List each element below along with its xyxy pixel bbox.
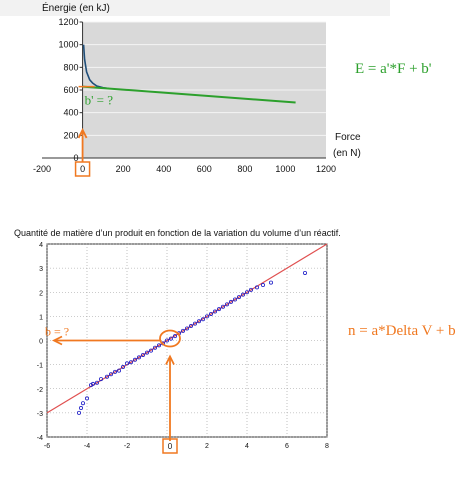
chart2-point xyxy=(192,321,197,326)
chart1-y-tick-label: 800 xyxy=(64,62,79,72)
chart2-point xyxy=(196,319,201,324)
chart2-equation: n = a*Delta V + b xyxy=(348,323,456,339)
chart2-point xyxy=(254,285,259,290)
chart2-point xyxy=(91,381,96,386)
chart2-point xyxy=(113,369,118,374)
chart2-arrowhead-up xyxy=(165,354,175,365)
chart2-point xyxy=(136,355,141,360)
chart2-y-tick-label: -1 xyxy=(37,363,43,370)
chart2-point xyxy=(168,336,173,341)
chart2-x-tick-label: -2 xyxy=(124,443,130,450)
chart2-point xyxy=(156,343,161,348)
chart2-point xyxy=(85,396,90,401)
chart2-y-tick-label: 4 xyxy=(39,242,43,249)
chart2-point xyxy=(81,401,86,406)
chart1-equation: E = a'*F + b' xyxy=(355,61,432,77)
chart2-point xyxy=(240,292,245,297)
chart1-y-tick-label: 1000 xyxy=(59,40,79,50)
chart2-point xyxy=(248,287,253,292)
chart1-y-tick-label: 600 xyxy=(64,85,79,95)
chart1-series-line xyxy=(82,85,296,104)
chart2-point xyxy=(232,297,237,302)
chart2-point xyxy=(220,304,225,309)
chart2-point xyxy=(109,372,114,377)
chart1-ylabel: Énergie (en kJ) xyxy=(42,1,110,14)
chart2-y-tick-label: -4 xyxy=(37,435,43,442)
chart2-point xyxy=(236,295,241,300)
chart1-x-tick-label: 800 xyxy=(237,164,252,174)
chart1-x-tick-label: 1000 xyxy=(275,164,295,174)
chart2-point xyxy=(132,357,137,362)
chart2-origin-label: 0 xyxy=(168,442,173,451)
chart2-intercept-circle xyxy=(159,329,181,348)
chart1-y-tick-label: 200 xyxy=(64,130,79,140)
chart2-x-tick-label: 8 xyxy=(325,443,329,450)
chart2-point xyxy=(224,302,229,307)
chart2-point xyxy=(148,348,153,353)
chart2-point xyxy=(212,309,217,314)
chart2-point xyxy=(244,290,249,295)
chart2-x-tick-label: -4 xyxy=(84,443,90,450)
chart2-arrowhead-left xyxy=(51,335,63,346)
chart2-intercept-label: b = ? xyxy=(45,325,69,339)
chart1-x-tick-label: 1200 xyxy=(316,164,336,174)
chart2-x-tick-label: 6 xyxy=(285,443,289,450)
chart2-point xyxy=(228,299,233,304)
chart2-x-tick-label: -6 xyxy=(44,443,50,450)
chart2-point xyxy=(117,368,122,373)
chart2-point xyxy=(99,377,104,382)
chart2-point xyxy=(152,345,157,350)
chart1-x-tick-label: 0 xyxy=(80,164,85,174)
chart1-intercept-label: b' = ? xyxy=(85,93,114,108)
chart1-arrowhead xyxy=(77,127,88,139)
chart1-y-tick-label: 1200 xyxy=(59,17,79,27)
chart2-title: Quantité de matière d’un produit en fonc… xyxy=(14,228,341,238)
chart2-point xyxy=(188,324,193,329)
chart1-y-tick-label: 0 xyxy=(74,153,79,163)
chart2-point xyxy=(260,283,265,288)
chart2-point xyxy=(121,365,126,370)
chart1: 0 200 400 600 800 1000 1200 -200 0 200 400 600 800 10… xyxy=(33,17,336,177)
chart2-y-tick-label: -3 xyxy=(37,411,43,418)
chart2-point xyxy=(164,338,169,343)
chart2-point xyxy=(216,307,221,312)
header-band xyxy=(0,0,390,16)
chart2-y-tick-label: 2 xyxy=(39,290,43,297)
chart1-x-tick-label: -200 xyxy=(33,164,51,174)
chart1-xlabel-line1: Force xyxy=(335,132,361,143)
chart2-point xyxy=(77,410,82,415)
chart2-y-tick-label: 1 xyxy=(39,314,43,321)
chart1-xlabel-line2: (en N) xyxy=(333,148,361,159)
chart2-point xyxy=(140,352,145,357)
chart1-x-tick-label: 400 xyxy=(156,164,171,174)
chart2-point xyxy=(200,317,205,322)
chart2-y-tick-label: 0 xyxy=(39,339,43,346)
chart2-point xyxy=(180,328,185,333)
chart2-point xyxy=(125,361,130,366)
chart2-point xyxy=(144,350,149,355)
chart2-point xyxy=(302,270,307,275)
chart2-point xyxy=(268,280,273,285)
chart2-point xyxy=(204,314,209,319)
chart2-y-tick-label: -2 xyxy=(37,387,43,394)
chart2-y-tick-label: 3 xyxy=(39,266,43,273)
chart2-point xyxy=(184,326,189,331)
chart2-x-tick-label: 2 xyxy=(205,443,209,450)
chart2-point xyxy=(95,380,100,385)
chart2-x-tick-label: 4 xyxy=(245,443,249,450)
chart1-y-tick-label: 400 xyxy=(64,108,79,118)
chart1-x-tick-label: 600 xyxy=(197,164,212,174)
chart2-point xyxy=(79,406,84,411)
chart1-x-tick-label: 200 xyxy=(116,164,131,174)
chart2-point xyxy=(208,311,213,316)
chart2-point xyxy=(105,374,110,379)
chart2-point xyxy=(172,334,177,339)
chart2-point xyxy=(128,360,133,365)
chart2-origin-box xyxy=(162,438,178,454)
chart2-fit-line xyxy=(46,243,328,414)
